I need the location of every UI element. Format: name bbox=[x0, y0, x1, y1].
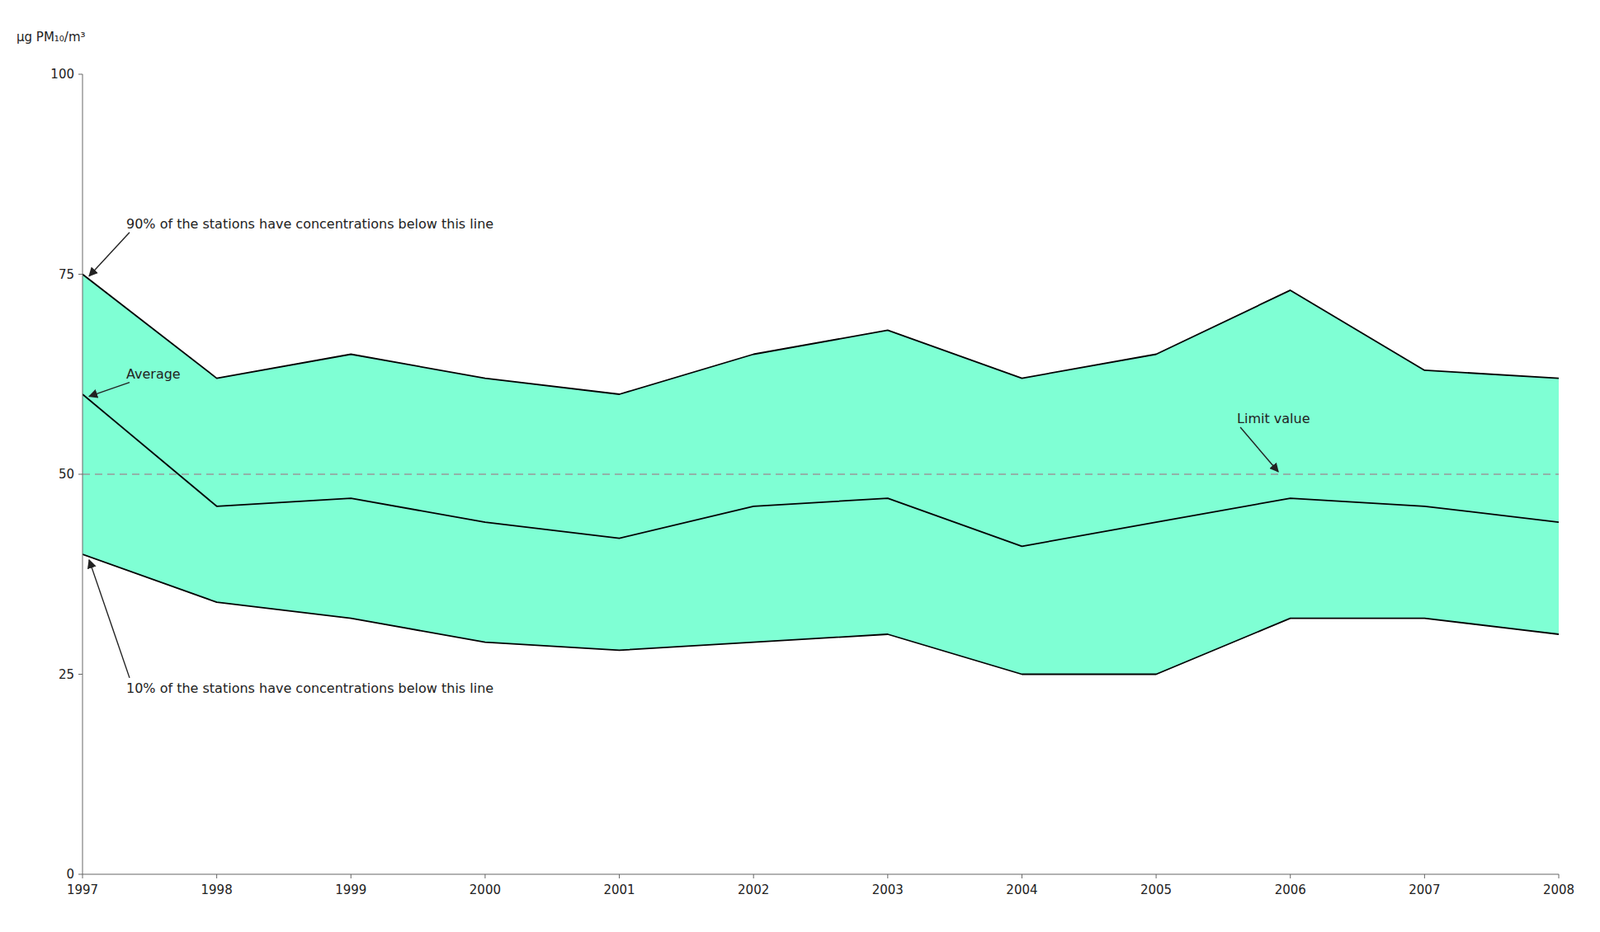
x-tick bbox=[82, 874, 84, 879]
y-tick-label: 0 bbox=[66, 867, 75, 883]
annotation-arrow bbox=[89, 560, 130, 679]
y-tick-label: 100 bbox=[50, 66, 75, 82]
axes: 1997 1998 1999 2000 2001 2002 2003 2004 2005 2006… bbox=[50, 66, 1575, 898]
y-tick bbox=[78, 474, 83, 476]
annotation: Limit value bbox=[1236, 410, 1310, 427]
x-tick bbox=[484, 874, 486, 879]
x-tick bbox=[1558, 874, 1560, 879]
x-tick bbox=[1424, 874, 1426, 879]
annotation-arrow bbox=[1240, 427, 1279, 472]
x-tick-label: 2001 bbox=[603, 882, 635, 898]
x-tick-label: 2003 bbox=[872, 882, 904, 898]
annotation-arrow bbox=[89, 232, 130, 277]
y-tick bbox=[78, 273, 83, 275]
x-tick-label: 2006 bbox=[1274, 882, 1307, 898]
y-tick-label: 75 bbox=[58, 267, 75, 283]
x-tick bbox=[350, 874, 352, 879]
band-area bbox=[82, 274, 1559, 675]
limit-line bbox=[82, 473, 1559, 476]
x-tick-label: 2008 bbox=[1543, 882, 1575, 898]
x-tick-label: 2002 bbox=[737, 882, 770, 898]
annotation: Average bbox=[126, 366, 181, 383]
x-tick bbox=[1289, 874, 1291, 879]
annotations: 90% of the stations have concentrations … bbox=[89, 216, 1311, 697]
x-tick-label: 1999 bbox=[335, 882, 367, 898]
x-axis-line bbox=[82, 874, 1559, 876]
x-tick bbox=[216, 874, 218, 879]
x-tick bbox=[1156, 874, 1157, 879]
x-tick bbox=[753, 874, 755, 879]
chart: μg PM₁₀/m³ 1997 1998 1999 2000 2001 2002 2003 20… bbox=[0, 0, 1600, 932]
y-tick-label: 50 bbox=[58, 467, 75, 482]
plot-area bbox=[82, 274, 1559, 675]
x-tick bbox=[887, 874, 888, 879]
x-tick bbox=[618, 874, 620, 879]
y-tick bbox=[78, 74, 83, 76]
x-tick-label: 2004 bbox=[1005, 882, 1038, 898]
annotation: 90% of the stations have concentrations … bbox=[126, 216, 494, 232]
series-line bbox=[82, 394, 1559, 547]
x-tick-label: 2007 bbox=[1408, 882, 1440, 898]
y-axis-label: μg PM₁₀/m³ bbox=[16, 29, 86, 45]
x-tick-label: 1998 bbox=[201, 882, 233, 898]
series-line bbox=[82, 554, 1559, 675]
x-tick-label: 2000 bbox=[469, 882, 501, 898]
annotation-arrow bbox=[89, 382, 130, 397]
x-tick bbox=[1021, 874, 1023, 879]
x-tick-label: 2005 bbox=[1140, 882, 1172, 898]
y-tick bbox=[78, 874, 83, 876]
annotation: 10% of the stations have concentrations … bbox=[126, 680, 494, 697]
y-tick-label: 25 bbox=[58, 667, 75, 683]
y-tick bbox=[78, 674, 83, 675]
x-tick-label: 1997 bbox=[66, 882, 99, 898]
series-line bbox=[82, 274, 1559, 396]
